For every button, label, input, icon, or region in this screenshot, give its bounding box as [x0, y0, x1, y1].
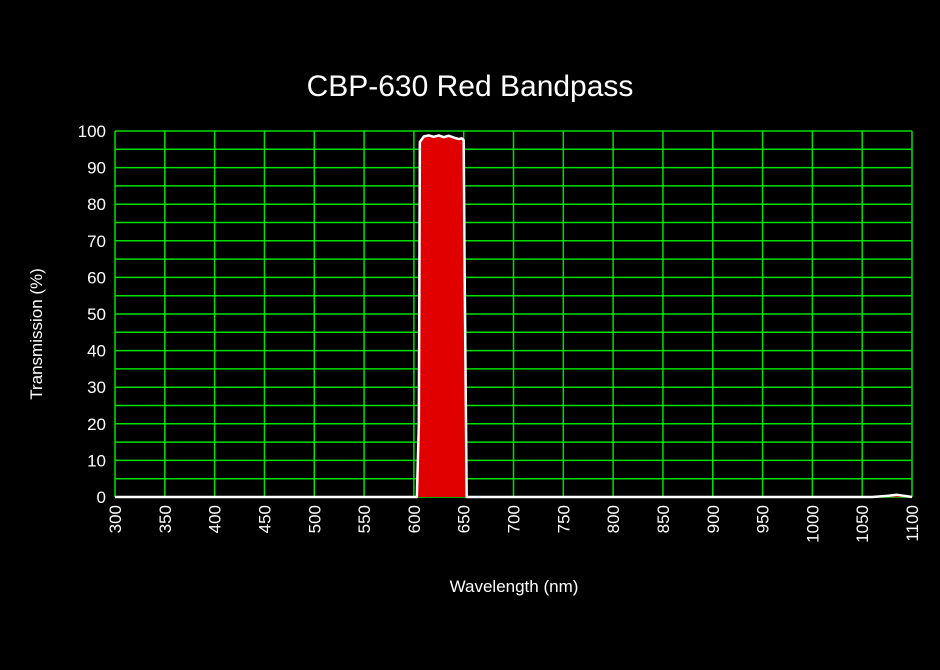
x-tick-label: 300 [106, 505, 125, 533]
x-tick-label: 950 [754, 505, 773, 533]
y-tick-label: 90 [87, 159, 106, 178]
x-axis: 300 350 400 450 500 550 600 650 700 750 800 850 900 9… [106, 505, 922, 543]
x-tick-label: 1100 [903, 505, 922, 542]
x-axis-label: Wavelength (nm) [450, 577, 579, 596]
x-tick-label: 1050 [853, 505, 872, 543]
x-tick-label: 700 [505, 505, 524, 533]
x-tick-label: 750 [554, 505, 573, 533]
transmission-line [115, 134, 913, 499]
y-axis: 0 10 20 30 40 50 60 70 80 90 100 [78, 122, 106, 507]
y-tick-label: 50 [87, 305, 106, 324]
x-tick-label: 450 [255, 505, 274, 533]
y-tick-label: 80 [87, 195, 106, 214]
x-tick-label: 800 [604, 505, 623, 533]
y-tick-label: 30 [87, 378, 106, 397]
x-tick-label: 900 [704, 505, 723, 533]
chart-title: CBP-630 Red Bandpass [307, 70, 634, 103]
grid [114, 130, 913, 498]
y-tick-label: 40 [87, 342, 106, 361]
x-tick-label: 500 [305, 505, 324, 533]
x-tick-label: 650 [455, 505, 474, 533]
y-tick-label: 20 [87, 415, 106, 434]
x-tick-label: 600 [405, 505, 424, 533]
y-tick-label: 10 [87, 451, 106, 470]
y-tick-label: 70 [87, 232, 106, 251]
y-tick-label: 60 [87, 268, 106, 287]
plot-area [115, 134, 913, 499]
y-axis-label: Transmission (%) [27, 268, 46, 400]
x-tick-label: 1000 [803, 505, 822, 543]
x-tick-label: 400 [206, 505, 225, 533]
x-tick-label: 850 [654, 505, 673, 533]
x-tick-label: 550 [355, 505, 374, 533]
y-tick-label: 0 [97, 488, 106, 507]
y-tick-label: 100 [78, 122, 106, 141]
x-tick-label: 350 [156, 505, 175, 533]
